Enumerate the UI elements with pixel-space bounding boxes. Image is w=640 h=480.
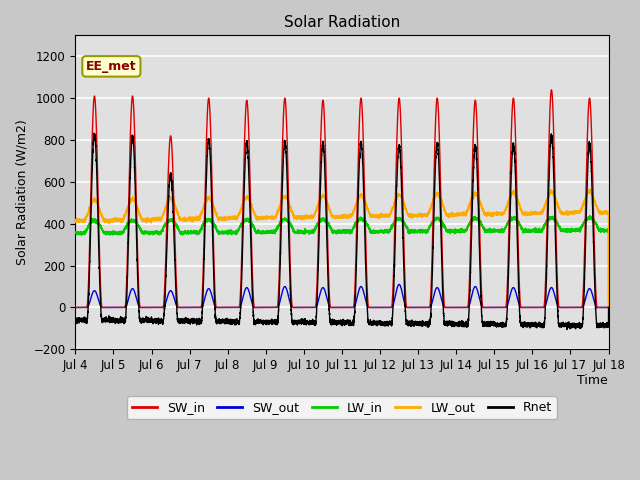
Text: EE_met: EE_met [86,60,137,73]
Y-axis label: Solar Radiation (W/m2): Solar Radiation (W/m2) [15,120,28,265]
Legend: SW_in, SW_out, LW_in, LW_out, Rnet: SW_in, SW_out, LW_in, LW_out, Rnet [127,396,557,420]
X-axis label: Time: Time [577,374,608,387]
Title: Solar Radiation: Solar Radiation [284,15,400,30]
